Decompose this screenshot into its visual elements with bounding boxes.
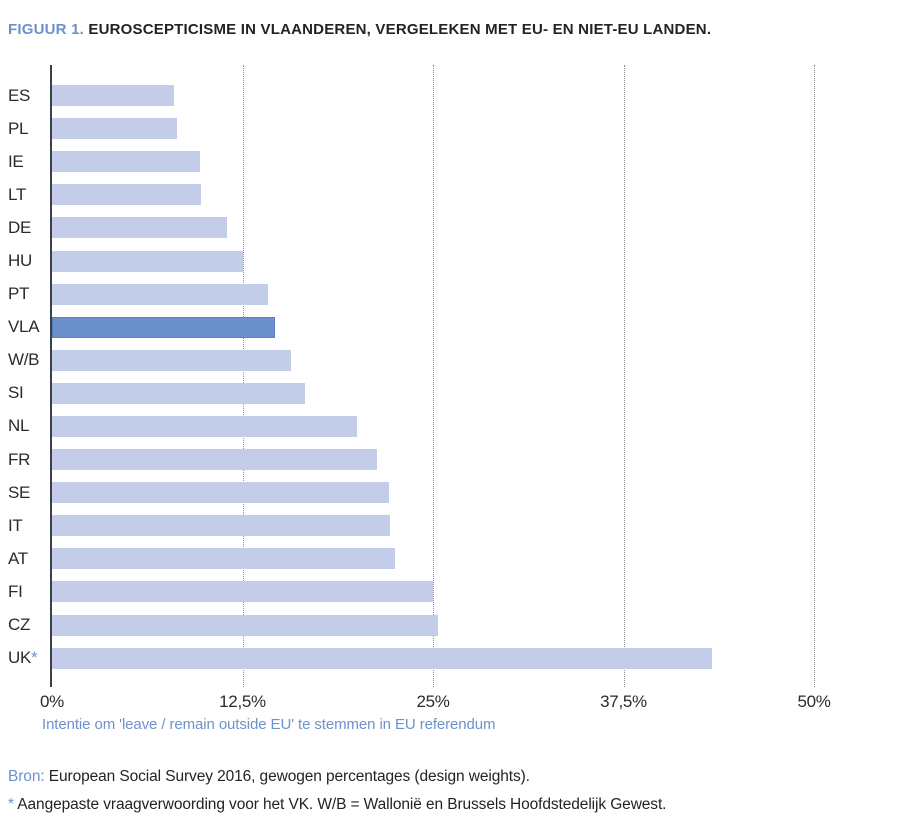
chart-row: VLA — [8, 311, 882, 344]
x-tick-label: 0% — [40, 692, 64, 711]
note-line: * Aangepaste vraagverwoording voor het V… — [8, 796, 666, 814]
x-axis-label: Intentie om 'leave / remain outside EU' … — [42, 716, 496, 733]
note-marker: * — [8, 796, 14, 813]
bar-fr — [52, 449, 377, 471]
bar-se — [52, 482, 389, 504]
category-label: LT — [8, 184, 26, 204]
bar-es — [52, 85, 174, 107]
gridline-37.5 — [623, 65, 625, 687]
figure-title: FIGUUR 1. EUROSCEPTICISME IN VLAANDEREN,… — [8, 21, 711, 38]
category-label-text: UK — [8, 648, 32, 668]
bar-at — [52, 548, 395, 570]
gridline-50 — [814, 65, 815, 687]
bar-ie — [52, 151, 200, 173]
category-label: SE — [8, 482, 31, 502]
footnote-asterisk: * — [31, 648, 38, 668]
source-label: Bron: — [8, 768, 45, 785]
figure-number: FIGUUR 1. — [8, 21, 84, 38]
chart-row: FR — [8, 443, 882, 476]
category-label: SI — [8, 383, 24, 403]
bar-de — [52, 217, 228, 239]
chart-row: LT — [8, 178, 882, 211]
source-line: Bron: European Social Survey 2016, gewog… — [8, 768, 530, 786]
x-tick-label: 50% — [797, 692, 831, 711]
gridline-25 — [433, 65, 434, 687]
figure-title-text: EUROSCEPTICISME IN VLAANDEREN, VERGELEKE… — [88, 21, 712, 38]
bar-wb — [52, 349, 292, 371]
x-tick-label: 37,5% — [600, 692, 647, 711]
category-label: FI — [8, 581, 23, 601]
gridline-12.5 — [242, 65, 244, 687]
bar-cz — [52, 614, 438, 636]
bar-si — [52, 382, 305, 404]
chart-row: ES — [8, 79, 882, 112]
source-text: European Social Survey 2016, gewogen per… — [44, 768, 530, 785]
bar-it — [52, 515, 391, 537]
category-label: ES — [8, 85, 31, 105]
chart-row: IE — [8, 145, 882, 178]
note-text: Aangepaste vraagverwoording voor het VK.… — [13, 796, 667, 813]
chart-row: SE — [8, 476, 882, 509]
chart-row: PL — [8, 112, 882, 145]
x-tick-label: 12,5% — [219, 692, 266, 711]
chart-rows: ES PL IE LT DE HU PT VLA W/B SI NL FR SE IT AT FI CZ UK* — [8, 79, 882, 675]
bar-pl — [52, 118, 177, 140]
category-label: IE — [8, 151, 24, 171]
category-label: DE — [8, 217, 32, 237]
chart-row: PT — [8, 278, 882, 311]
category-label: VLA — [8, 317, 40, 337]
chart-row: UK* — [8, 642, 882, 675]
bar-lt — [52, 184, 202, 206]
category-label: NL — [8, 416, 30, 436]
category-label: CZ — [8, 615, 31, 635]
chart-row: HU — [8, 244, 882, 277]
chart-row: AT — [8, 542, 882, 575]
category-label: FR — [8, 449, 31, 469]
bar-pt — [52, 283, 269, 305]
category-label: AT — [8, 548, 28, 568]
category-label: W/B — [8, 350, 40, 370]
bar-vla — [52, 316, 275, 338]
bar-chart: ES PL IE LT DE HU PT VLA W/B SI NL FR SE IT AT FI CZ UK* … — [8, 65, 882, 711]
bar-hu — [52, 250, 243, 272]
category-label: PT — [8, 284, 30, 304]
category-label: PL — [8, 118, 29, 138]
chart-row: DE — [8, 211, 882, 244]
x-tick-label: 25% — [416, 692, 450, 711]
chart-row: W/B — [8, 344, 882, 377]
category-label: IT — [8, 515, 23, 535]
category-label: HU — [8, 251, 32, 271]
chart-row: FI — [8, 575, 882, 608]
bar-uk — [52, 647, 712, 669]
category-label: UK* — [8, 648, 50, 668]
bar-nl — [52, 415, 357, 437]
chart-row: CZ — [8, 609, 882, 642]
chart-row: SI — [8, 377, 882, 410]
bar-fi — [52, 581, 433, 603]
chart-row: NL — [8, 410, 882, 443]
chart-row: IT — [8, 509, 882, 542]
